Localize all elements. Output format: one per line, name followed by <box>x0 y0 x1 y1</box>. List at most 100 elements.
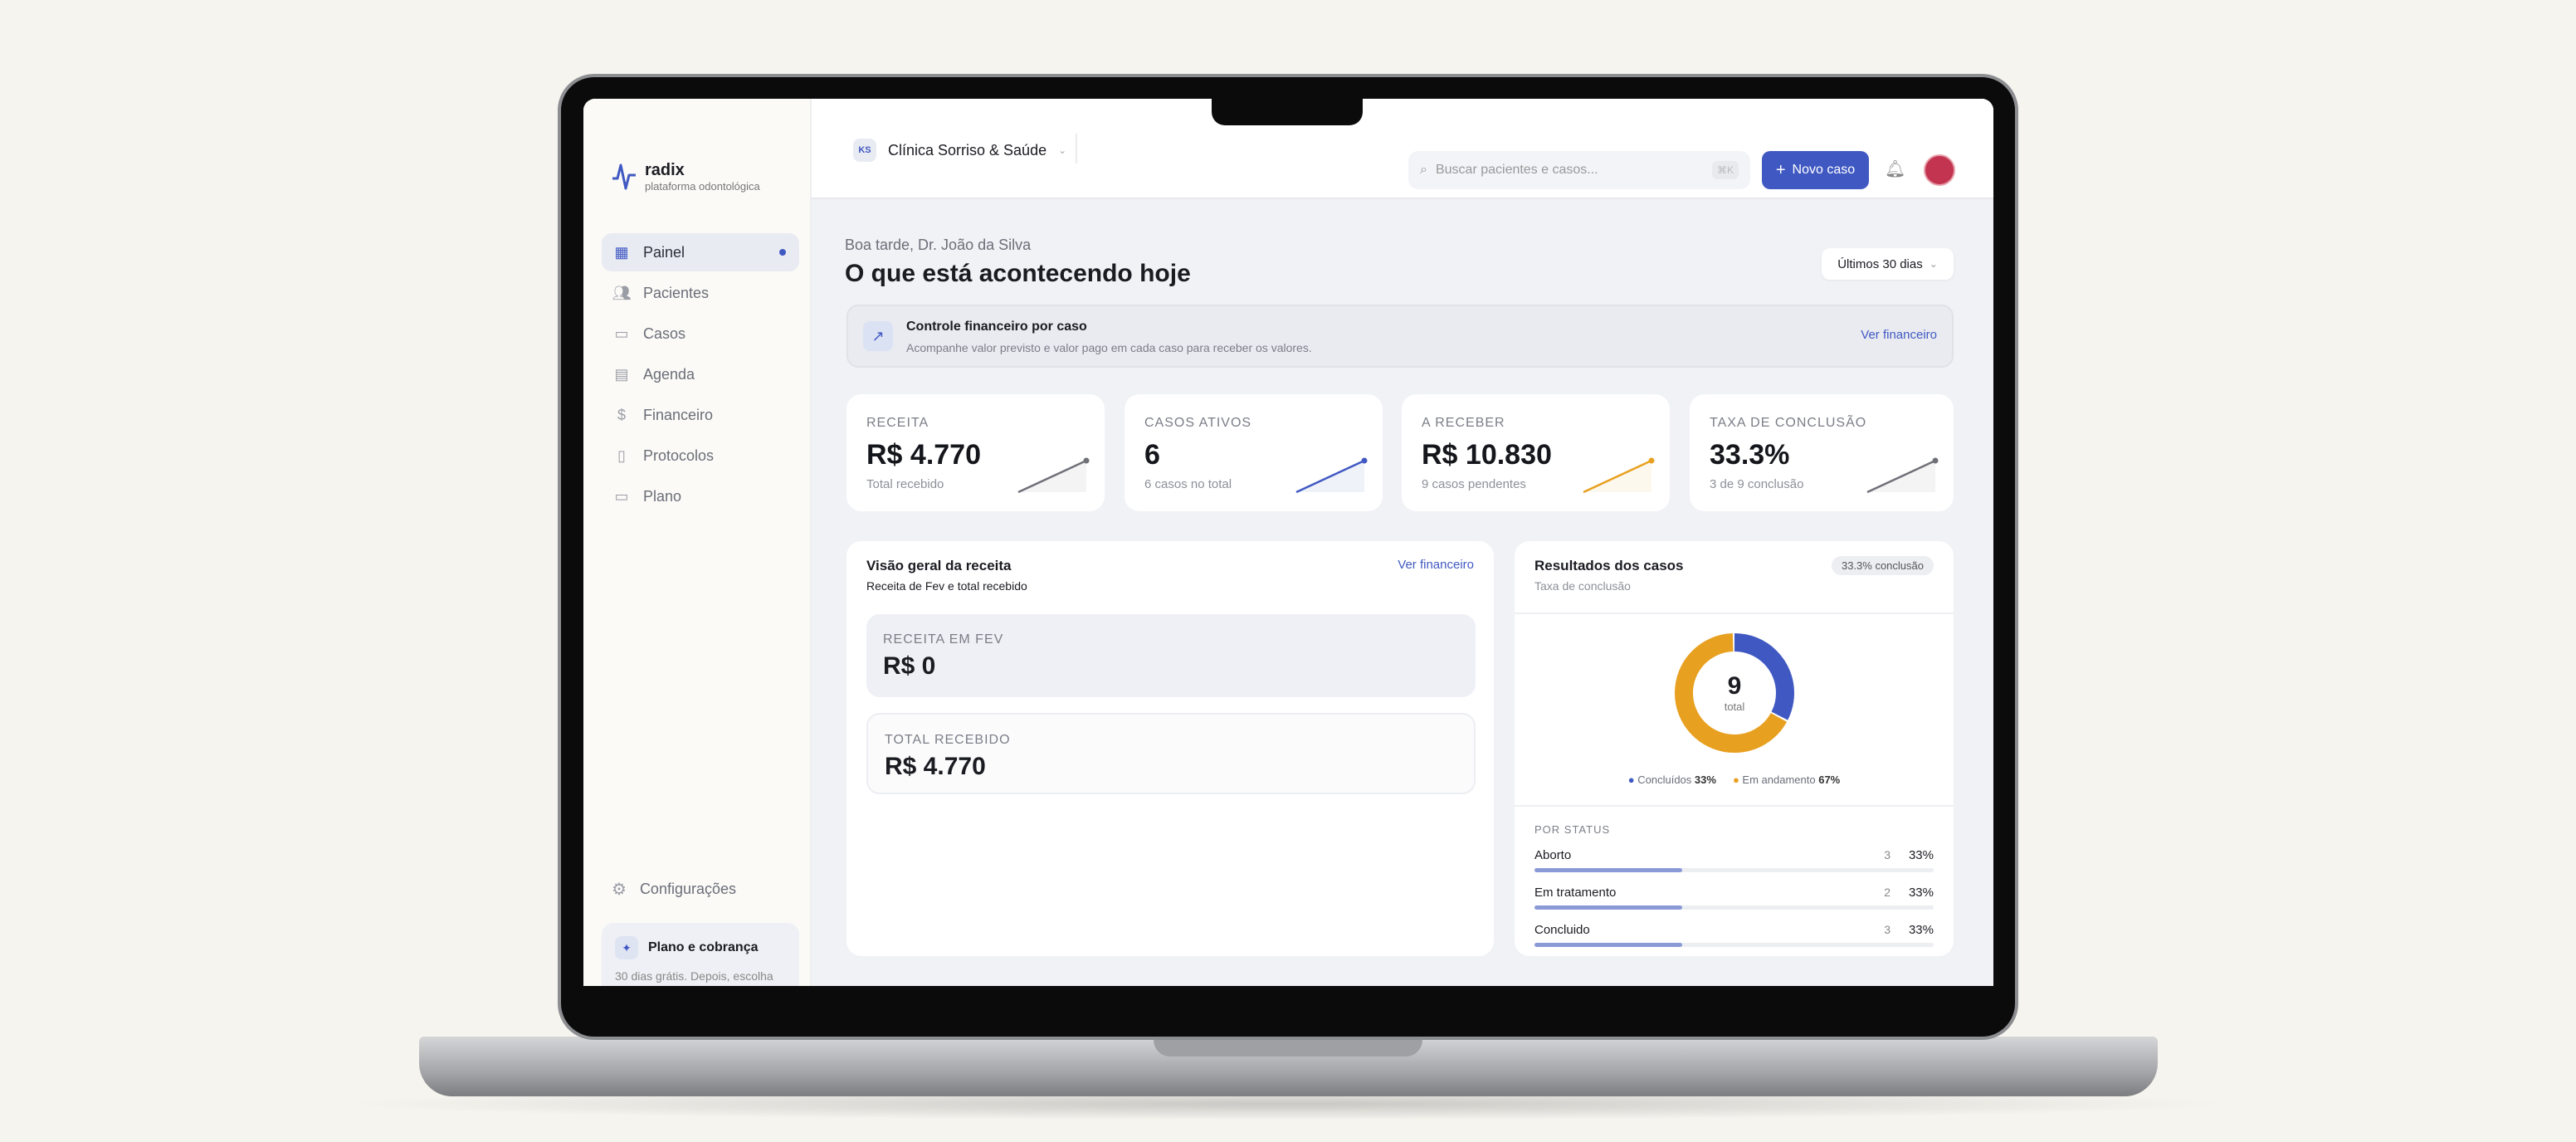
results-title: Resultados dos casos <box>1534 558 1684 573</box>
plan-title: Plano e cobrança <box>648 940 759 954</box>
sparkline <box>1017 457 1090 494</box>
sidebar-item-painel[interactable]: ▦ Painel <box>602 233 799 271</box>
kpi-value: R$ 10.830 <box>1422 439 1552 471</box>
settings-label: Configurações <box>639 881 737 897</box>
chevron-down-icon: ⌄ <box>1929 258 1938 270</box>
legend-item: ● Em andamento 67% <box>1733 774 1840 786</box>
status-label: Aborto <box>1534 848 1572 862</box>
search-icon: ⌕ <box>1420 163 1427 177</box>
donut-legend: ● Concluídos 33% ● Em andamento 67% <box>1515 774 1954 786</box>
logo: radix plataforma odontológica <box>612 161 760 193</box>
search-input[interactable]: ⌕ Buscar pacientes e casos... ⌘K <box>1408 151 1750 189</box>
feb-revenue-value: R$ 0 <box>883 652 936 680</box>
kpi-label: A RECEBER <box>1422 416 1505 430</box>
sidebar-item-protocolos[interactable]: ▯ Protocolos <box>602 437 799 475</box>
kpi-subtext: 9 casos pendentes <box>1422 477 1526 491</box>
donut-chart <box>1675 633 1794 753</box>
divider <box>1515 805 1954 807</box>
total-received-value: R$ 4.770 <box>885 753 986 780</box>
finance-banner: ↗ Controle financeiro por caso Acompanhe… <box>846 305 1954 368</box>
donut-slice-1 <box>1675 633 1794 753</box>
status-progress-fill <box>1534 868 1682 872</box>
banner-title: Controle financeiro por caso <box>906 320 1087 334</box>
banner-text: Acompanhe valor previsto e valor pago em… <box>906 341 1312 354</box>
laptop-groove <box>1154 1037 1422 1057</box>
kpi-card: CASOS ATIVOS 6 6 casos no total <box>1125 394 1383 511</box>
status-pct: 33% <box>1908 848 1934 862</box>
sparkline <box>1866 457 1939 494</box>
sidebar-item-plano[interactable]: ▭ Plano <box>602 477 799 515</box>
card-icon: ▭ <box>614 487 629 505</box>
revenue-view-finance-link[interactable]: Ver financeiro <box>1398 558 1474 572</box>
active-dot <box>779 249 786 256</box>
plus-icon: + <box>1775 160 1786 179</box>
divider <box>1515 612 1954 614</box>
users-icon: 👥︎ <box>612 284 632 301</box>
status-row: Concluido 3 33% <box>1534 923 1934 956</box>
status-heading: POR STATUS <box>1534 823 1611 836</box>
kpi-label: TAXA DE CONCLUSÃO <box>1710 416 1867 430</box>
grid-icon: ▦ <box>614 243 629 261</box>
bell-icon[interactable]: 🔔︎ <box>1885 160 1906 178</box>
legend-item: ● Concluídos 33% <box>1628 774 1716 786</box>
sidebar-item-financeiro[interactable]: $ Financeiro <box>602 396 799 434</box>
legend-label: Em andamento <box>1742 774 1816 786</box>
brand-tagline: plataforma odontológica <box>645 180 760 193</box>
kpi-label: CASOS ATIVOS <box>1144 416 1252 430</box>
camera-notch <box>1212 95 1363 125</box>
legend-dot: ● <box>1732 774 1739 786</box>
sidebar-item-casos[interactable]: ▭ Casos <box>602 315 799 353</box>
chevron-down-icon: ⌄ <box>1058 144 1067 156</box>
legend-dot: ● <box>1627 774 1635 786</box>
status-row: Aborto 3 33% <box>1534 848 1934 881</box>
status-progress-track <box>1534 868 1934 872</box>
kpi-value: R$ 4.770 <box>866 439 981 471</box>
status-pct: 33% <box>1908 886 1934 900</box>
top-header: KS Clínica Sorriso & Saúde ⌄ ⌕ Buscar pa… <box>812 99 1993 199</box>
plan-card[interactable]: ✦ Plano e cobrança 30 dias grátis. Depoi… <box>602 923 799 986</box>
legend-label: Concluídos <box>1637 774 1692 786</box>
date-range-dropdown[interactable]: Últimos 30 dias ⌄ <box>1822 248 1954 280</box>
clinic-name: Clínica Sorriso & Saúde <box>888 141 1047 159</box>
sidebar-item-agenda[interactable]: ▤ Agenda <box>602 355 799 393</box>
kpi-label: RECEITA <box>866 416 929 430</box>
status-row: Em tratamento 2 33% <box>1534 886 1934 919</box>
new-case-button[interactable]: + Novo caso <box>1762 151 1869 189</box>
kpi-card: TAXA DE CONCLUSÃO 33.3% 3 de 9 conclusão <box>1690 394 1954 511</box>
status-progress-fill <box>1534 943 1682 947</box>
view-finance-link[interactable]: Ver financeiro <box>1861 328 1937 342</box>
kpi-subtext: Total recebido <box>866 477 944 491</box>
pulse-logo-icon <box>612 163 636 190</box>
revenue-subtitle: Receita de Fev e total recebido <box>866 579 1027 593</box>
revenue-overview-card: Visão geral da receita Receita de Fev e … <box>846 541 1494 956</box>
status-label: Concluido <box>1534 923 1590 937</box>
kpi-value: 6 <box>1144 439 1160 471</box>
sparkline <box>1295 457 1368 494</box>
case-results-card: Resultados dos casos Taxa de conclusão 3… <box>1515 541 1954 956</box>
sidebar-item-label: Plano <box>643 487 682 505</box>
donut-slice-0 <box>1675 633 1794 753</box>
document-icon: ▯ <box>617 447 626 464</box>
status-progress-fill <box>1534 905 1682 910</box>
donut-center-label: total <box>1724 700 1745 713</box>
plan-text: 30 dias grátis. Depois, escolha <box>615 969 773 983</box>
sidebar-item-pacientes[interactable]: 👥︎ Pacientes <box>602 274 799 312</box>
clinic-switcher[interactable]: KS Clínica Sorriso & Saúde ⌄ <box>853 139 1066 162</box>
divider <box>1076 134 1077 163</box>
sidebar-item-label: Financeiro <box>643 406 714 423</box>
total-received-label: TOTAL RECEBIDO <box>885 733 1011 747</box>
status-progress-track <box>1534 905 1934 910</box>
status-count: 2 <box>1884 886 1891 899</box>
kpi-value: 33.3% <box>1710 439 1790 471</box>
status-progress-track <box>1534 943 1934 947</box>
donut-center-value: 9 <box>1727 672 1742 700</box>
greeting: Boa tarde, Dr. João da Silva <box>845 237 1032 253</box>
avatar[interactable] <box>1924 154 1955 186</box>
new-case-label: Novo caso <box>1792 163 1856 177</box>
results-subtitle: Taxa de conclusão <box>1534 579 1631 593</box>
kpi-card: RECEITA R$ 4.770 Total recebido <box>846 394 1105 511</box>
folder-icon: ▭ <box>614 325 629 342</box>
status-count: 3 <box>1884 923 1891 936</box>
brand-name: radix <box>645 161 685 179</box>
settings-link[interactable]: ⚙ Configurações <box>612 879 736 900</box>
